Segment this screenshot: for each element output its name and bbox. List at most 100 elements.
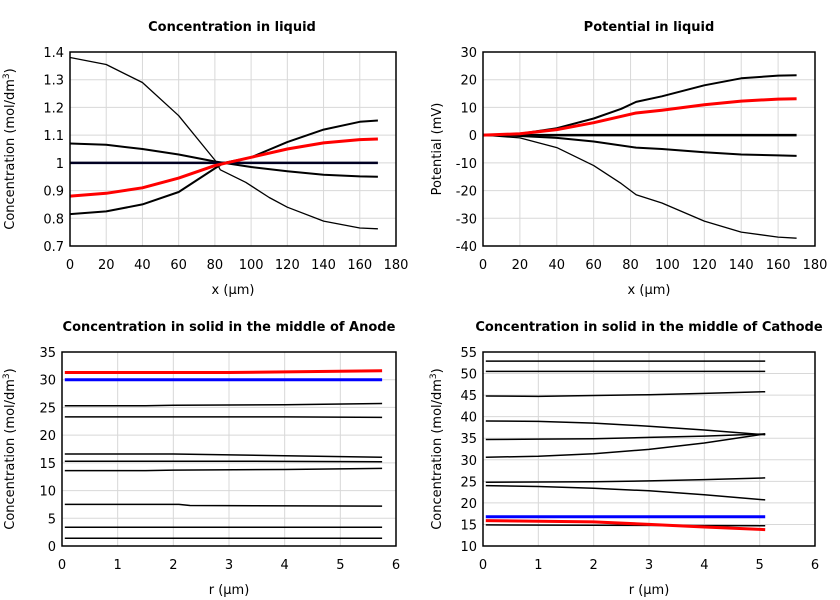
x-tick-label: 140: [729, 258, 754, 273]
y-axis-label: Potential (mV): [430, 103, 445, 196]
y-axis-label-main: Concentration (mol/dm: [430, 379, 445, 530]
series-line-10: [64, 369, 383, 374]
series-line-6: [64, 503, 383, 507]
x-tick-label: 120: [275, 258, 300, 273]
y-tick-label: -30: [456, 212, 477, 227]
x-tick-label: 100: [239, 258, 264, 273]
series-line-4: [485, 420, 766, 436]
x-tick-label: 5: [336, 558, 344, 573]
y-axis-label-end: ): [3, 368, 18, 373]
y-tick-label: 0.9: [43, 185, 64, 200]
y-axis-label-main: Potential (mV): [430, 103, 445, 196]
series-line-1: [483, 74, 797, 137]
x-tick-label: 2: [169, 558, 177, 573]
series-line-9: [485, 524, 766, 527]
series-line-4: [64, 460, 383, 463]
series-line-5: [485, 433, 766, 441]
x-tick-label: 4: [700, 558, 708, 573]
x-tick-label: 6: [392, 558, 400, 573]
series-line-11: [485, 519, 766, 532]
series-line-5: [64, 467, 383, 472]
y-tick-label: 15: [460, 518, 477, 533]
y-tick-label: 20: [460, 497, 477, 512]
x-tick-label: 160: [766, 258, 791, 273]
y-axis-label-sup: 3: [2, 373, 12, 379]
subplot-4: 0 1 2 3 4 5 610152025303540455055Concentration…: [429, 320, 823, 598]
y-tick-label: 1: [56, 157, 64, 172]
x-tick-label: 2: [590, 558, 598, 573]
x-tick-label: 40: [549, 258, 566, 273]
y-tick-label: 35: [460, 432, 477, 447]
x-tick-label: 60: [585, 258, 602, 273]
y-axis-label-main: Concentration (mol/dm: [3, 79, 18, 230]
x-tick-label: 0: [479, 258, 487, 273]
x-tick-label: 5: [756, 558, 764, 573]
x-tick-label: 60: [170, 258, 187, 273]
y-tick-label: 5: [48, 512, 56, 527]
series-line-2: [64, 416, 383, 419]
y-tick-label: 10: [39, 485, 56, 500]
y-tick-label: -20: [456, 185, 477, 200]
x-tick-label: 4: [281, 558, 289, 573]
y-tick-label: -10: [456, 157, 477, 172]
plot-frame: [61, 351, 397, 547]
series-line-3: [70, 119, 378, 216]
x-tick-label: 0: [66, 258, 74, 273]
x-tick-label: 180: [803, 258, 828, 273]
series-line-2: [70, 142, 378, 178]
y-tick-label: 0: [48, 540, 56, 555]
x-tick-label: 1: [114, 558, 122, 573]
chart-title: Concentration in liquid: [148, 20, 316, 35]
subplot-1: 0 20 40 60 80 100 120 140 160 180 0.7 0.8 0.9 1 1.1 1.2…: [2, 20, 408, 298]
x-tick-label: 100: [655, 258, 680, 273]
x-tick-label: 160: [347, 258, 372, 273]
chart-title: Concentration in solid in the middle of …: [63, 320, 396, 335]
series-line-5: [70, 137, 378, 198]
x-tick-label: 6: [811, 558, 819, 573]
x-tick-label: 80: [622, 258, 639, 273]
series-line-3: [64, 453, 383, 459]
y-tick-label: -40: [456, 240, 477, 255]
series-line-4: [483, 134, 797, 239]
chart-title: Potential in liquid: [584, 20, 715, 35]
x-tick-label: 0: [58, 558, 66, 573]
x-tick-label: 120: [692, 258, 717, 273]
x-tick-label: 3: [645, 558, 653, 573]
y-axis-label-end: ): [430, 368, 445, 373]
y-tick-label: 10: [460, 101, 477, 116]
y-axis-label: Concentration (mol/dm3): [2, 368, 18, 530]
series-line-3: [483, 134, 797, 157]
y-tick-label: 45: [460, 389, 477, 404]
y-tick-label: 50: [460, 368, 477, 383]
y-tick-label: 1.4: [43, 46, 64, 61]
y-tick-label: 40: [460, 411, 477, 426]
x-tick-label: 20: [98, 258, 115, 273]
series-line-1: [70, 56, 378, 230]
x-tick-label: 40: [134, 258, 151, 273]
y-tick-label: 30: [460, 454, 477, 469]
y-tick-label: 30: [39, 374, 56, 389]
plot-frame: [482, 351, 816, 547]
x-tick-label: 80: [207, 258, 224, 273]
y-tick-label: 0.7: [43, 240, 64, 255]
series-line-1: [64, 402, 383, 407]
plot-frame: [69, 51, 397, 247]
y-tick-label: 0.8: [43, 212, 64, 227]
x-axis-label: x (µm): [628, 283, 671, 298]
series-line-7: [485, 477, 766, 483]
y-tick-label: 10: [460, 540, 477, 555]
chart-title: Concentration in solid in the middle of …: [475, 320, 823, 335]
y-axis-label-sup: 3: [2, 73, 12, 79]
x-tick-label: 3: [225, 558, 233, 573]
y-axis-label: Concentration (mol/dm3): [429, 368, 445, 530]
y-tick-label: 1.2: [43, 101, 64, 116]
subplot-3: 0 1 2 3 4 5 6 0 5 10 15 20 25 30 35 Concentration in so…: [2, 320, 400, 598]
y-tick-label: 20: [460, 74, 477, 89]
x-tick-label: 0: [479, 558, 487, 573]
y-tick-label: 30: [460, 46, 477, 61]
y-tick-label: 1.3: [43, 74, 64, 89]
y-axis-label: Concentration (mol/dm3): [2, 68, 18, 230]
x-axis-label: r (µm): [629, 583, 670, 598]
y-tick-label: 25: [39, 401, 56, 416]
